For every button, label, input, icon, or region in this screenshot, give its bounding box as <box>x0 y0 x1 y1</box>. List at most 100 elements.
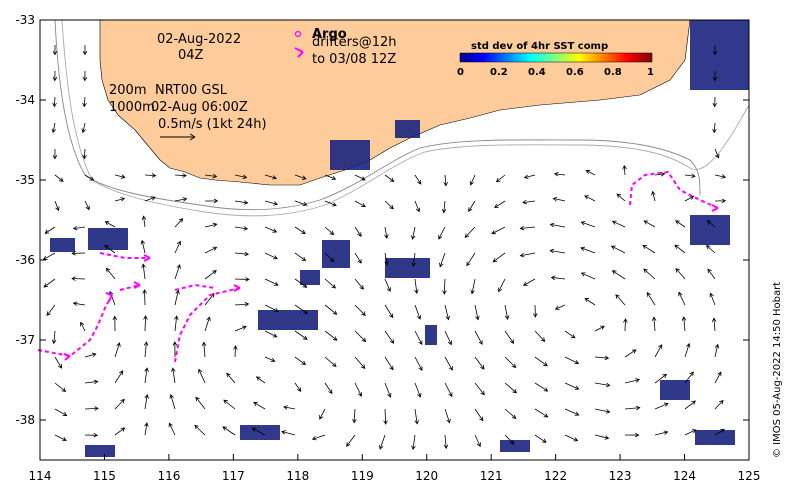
lon-tick-label: 114 <box>29 469 52 483</box>
current-arrow <box>42 252 56 260</box>
current-arrow <box>51 122 57 134</box>
current-arrow <box>714 174 727 179</box>
drifter-track-6 <box>629 170 719 209</box>
lon-tick-label: 124 <box>673 469 696 483</box>
current-arrow <box>384 304 394 319</box>
current-arrow <box>234 325 247 332</box>
current-arrow <box>54 382 67 392</box>
current-arrow <box>319 408 326 420</box>
current-arrow <box>533 304 538 318</box>
current-arrow <box>443 434 449 450</box>
current-arrow <box>169 393 176 410</box>
current-arrow <box>564 330 576 339</box>
current-arrow <box>294 304 308 315</box>
current-arrow <box>114 370 124 384</box>
current-arrow <box>168 422 176 436</box>
colorbar <box>459 52 653 63</box>
current-arrow <box>174 264 181 280</box>
plot-frame <box>39 19 750 461</box>
current-arrow <box>519 252 536 258</box>
current-arrow <box>384 226 389 240</box>
current-arrow <box>281 430 296 436</box>
current-arrow <box>105 267 116 280</box>
current-arrow <box>469 174 476 186</box>
current-arrow <box>714 148 720 159</box>
current-arrow <box>84 200 90 211</box>
current-arrow <box>712 70 718 82</box>
current-arrow <box>234 226 249 231</box>
current-arrow <box>464 226 476 238</box>
current-arrow <box>114 398 125 410</box>
current-arrow <box>444 304 450 321</box>
current-arrow <box>711 317 717 332</box>
current-arrow <box>534 356 548 367</box>
current-arrow <box>222 426 236 436</box>
current-arrow <box>622 164 627 176</box>
current-arrow <box>642 244 656 254</box>
current-arrow <box>615 294 626 306</box>
lon-tick-label: 122 <box>544 469 567 483</box>
depth-200-label: 200m <box>109 83 146 98</box>
current-arrow <box>141 215 147 228</box>
current-arrow <box>51 330 57 345</box>
current-arrow <box>223 399 236 410</box>
current-arrow <box>414 304 422 320</box>
current-arrow <box>54 408 68 416</box>
current-arrow <box>264 304 279 312</box>
current-arrow <box>414 382 422 398</box>
current-arrow <box>564 356 580 365</box>
argo-marker <box>294 30 302 38</box>
current-arrow <box>564 434 579 442</box>
drifter-head-4 <box>233 284 241 292</box>
current-arrow <box>552 196 566 202</box>
current-arrow <box>253 401 266 410</box>
current-arrow <box>712 44 718 56</box>
svg-text:0.6: 0.6 <box>566 67 584 78</box>
colorbar-title: std dev of 4hr SST comp <box>471 41 608 52</box>
product-label: NRT00 GSL <box>155 83 228 98</box>
lon-tick-label: 120 <box>415 469 438 483</box>
current-arrow <box>346 434 356 447</box>
drifter-head-3 <box>133 281 141 289</box>
current-arrow <box>233 345 238 358</box>
current-arrow <box>194 424 206 436</box>
svg-text:1: 1 <box>647 67 654 78</box>
current-arrow <box>414 356 423 372</box>
current-arrow <box>324 278 337 289</box>
lon-tick-label: 118 <box>286 469 309 483</box>
lat-tick-label: -36 <box>15 253 35 267</box>
current-arrow <box>564 382 580 390</box>
current-arrow <box>414 408 419 425</box>
current-arrow <box>624 378 641 384</box>
current-arrow <box>84 174 95 181</box>
current-arrow <box>143 315 148 332</box>
current-arrow <box>354 226 362 237</box>
current-arrow <box>534 408 549 418</box>
lon-tick-label: 123 <box>609 469 632 483</box>
current-arrow <box>81 122 86 134</box>
current-arrow <box>283 405 296 410</box>
drifter-head-6 <box>63 353 71 361</box>
current-arrow <box>594 408 611 414</box>
current-arrow <box>324 330 338 341</box>
lon-tick-label: 125 <box>738 469 761 483</box>
svg-text:0.4: 0.4 <box>528 67 546 78</box>
current-arrow <box>52 70 58 82</box>
current-arrow <box>352 408 357 424</box>
current-arrow <box>354 200 366 207</box>
current-arrow <box>234 301 250 307</box>
current-arrow <box>442 278 447 295</box>
current-arrow <box>294 356 307 366</box>
current-arrow <box>354 304 366 317</box>
current-arrow <box>616 193 626 202</box>
current-arrow <box>54 356 63 369</box>
current-arrow <box>294 226 306 234</box>
current-arrow <box>234 200 249 205</box>
current-arrow <box>174 197 188 202</box>
current-arrow <box>624 349 637 358</box>
current-arrow <box>264 226 278 233</box>
current-arrow <box>140 239 146 254</box>
current-arrow <box>474 382 485 396</box>
current-arrow <box>580 272 596 280</box>
current-arrow <box>264 174 278 180</box>
